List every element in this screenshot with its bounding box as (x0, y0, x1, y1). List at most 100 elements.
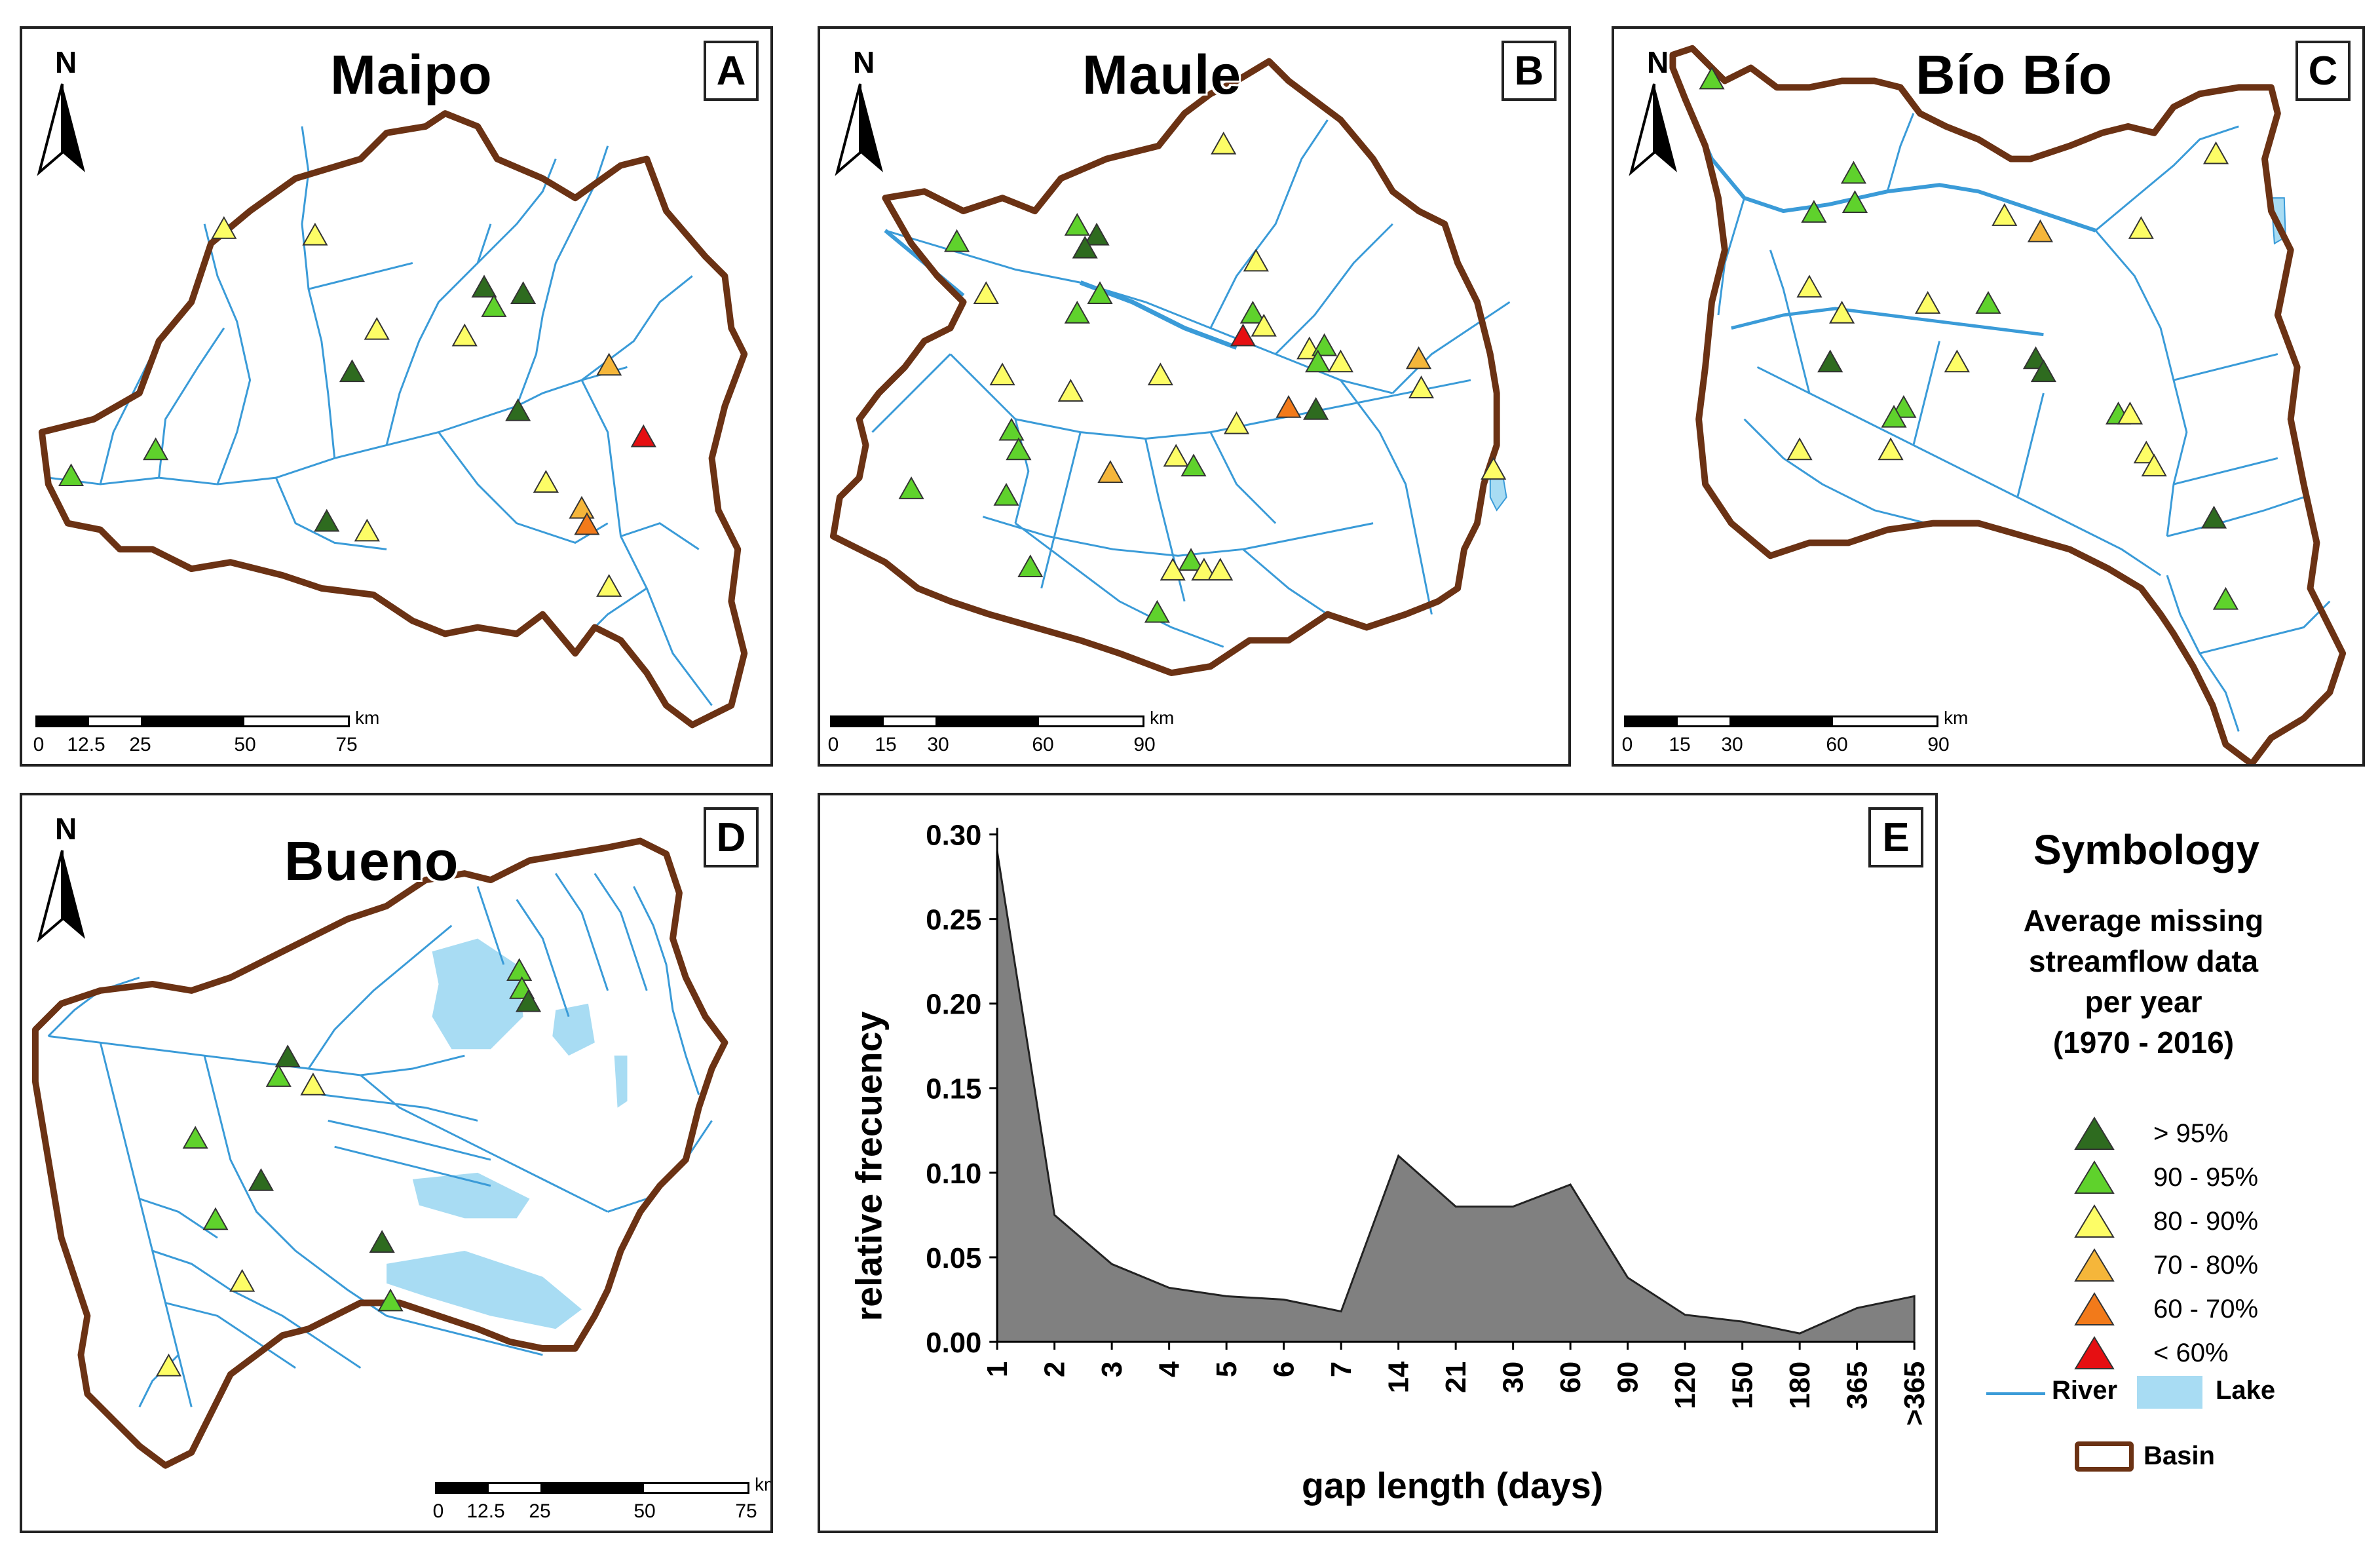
scale-bar: 0 12.5 25 50 75 km (432, 1474, 770, 1531)
station-marker (1017, 554, 1044, 578)
x-tick-label: 60 (1555, 1362, 1587, 1394)
panel-title-maipo: Maipo (330, 44, 493, 105)
maule-stations (898, 131, 1507, 623)
y-tick-label: 0.05 (926, 1242, 981, 1274)
station-marker (155, 1353, 182, 1377)
scale-label: 75 (335, 734, 358, 755)
station-marker (377, 1288, 404, 1312)
station-marker (1064, 212, 1090, 236)
station-marker (1829, 301, 1855, 324)
station-marker (1223, 411, 1250, 434)
x-tick-label: 90 (1612, 1362, 1644, 1394)
legend-triangle-icon (2074, 1292, 2115, 1325)
station-marker (1405, 346, 1432, 370)
scale-label: 60 (1826, 734, 1848, 755)
north-arrow-icon: N (33, 805, 92, 949)
map-panel-maule: N Maule B 0 15 30 60 90 km (818, 26, 1571, 767)
scale-label: 75 (735, 1500, 757, 1522)
legend-title: Symbology (2033, 826, 2259, 873)
station-marker (2202, 141, 2229, 164)
legend-triangle-icon (2074, 1336, 2115, 1369)
station-marker (1211, 131, 1237, 155)
scale-label: 50 (234, 734, 256, 755)
bio-bio-map (1669, 45, 2347, 764)
legend-class-item: 90 - 95% (2071, 1158, 2258, 1197)
scale-unit: km (1944, 708, 1969, 728)
x-tick-label: 180 (1784, 1362, 1816, 1409)
scale-label: 60 (1032, 734, 1054, 755)
station-marker (314, 508, 340, 532)
station-marker (1303, 396, 1329, 420)
station-marker (211, 216, 237, 239)
legend-class-item: 70 - 80% (2071, 1246, 2258, 1285)
scale-label: 30 (927, 734, 949, 755)
station-marker (1992, 203, 2018, 226)
x-tick-label: >365 (1898, 1362, 1931, 1426)
station-marker (302, 222, 328, 246)
station-marker (1801, 200, 1827, 223)
legend-class-item: > 95% (2071, 1114, 2229, 1153)
bio-bio-stations (1699, 66, 2238, 610)
station-marker (451, 323, 478, 347)
maipo-rivers (48, 126, 713, 706)
scale-label: 50 (633, 1500, 656, 1522)
station-marker (944, 229, 970, 252)
station-marker (1481, 457, 1507, 480)
maipo-stations (58, 216, 656, 597)
station-marker (300, 1072, 326, 1095)
x-tick-label: 30 (1498, 1362, 1530, 1394)
x-tick-label: 365 (1842, 1362, 1874, 1409)
station-marker (1191, 558, 1217, 581)
station-marker (569, 495, 595, 519)
station-marker (274, 1044, 301, 1068)
panel-title-maule: Maule (1082, 44, 1242, 105)
legend-river-label: River (2052, 1376, 2118, 1405)
north-arrow-icon: N (831, 38, 890, 182)
y-tick-label: 0.00 (926, 1327, 981, 1359)
station-marker (989, 362, 1015, 386)
scale-label: 12.5 (466, 1500, 505, 1522)
legend-triangle-icon (2074, 1116, 2115, 1150)
bueno-stations (155, 958, 542, 1377)
station-marker (1842, 190, 1868, 213)
scale-unit: km (755, 1474, 770, 1495)
maule-map (829, 58, 1511, 676)
scale-label: 0 (432, 1500, 444, 1522)
panel-letter-a: A (704, 41, 759, 101)
legend-class-label: 60 - 70% (2153, 1294, 2259, 1324)
station-marker (1097, 460, 1124, 484)
scale-unit: km (1150, 708, 1175, 728)
station-marker (1840, 161, 1867, 184)
legend-subtitle-line: (1970 - 2016) (2052, 1025, 2235, 1059)
gap-length-chart: 0.00 0.05 0.10 0.15 0.20 0.25 0.30 1 2 3 4 5 6 7 14 21… (848, 819, 1931, 1506)
legend-class-label: 90 - 95% (2153, 1162, 2259, 1192)
x-tick-label: 14 (1383, 1361, 1415, 1393)
scale-label: 25 (529, 1500, 551, 1522)
chart-x-label: gap length (days) (1302, 1465, 1603, 1506)
station-marker (2141, 453, 2167, 477)
legend-basin-label: Basin (2144, 1441, 2215, 1470)
legend-class-label: < 60% (2153, 1338, 2229, 1367)
legend-class-label: 80 - 90% (2153, 1206, 2259, 1236)
station-marker (1207, 558, 1234, 581)
legend-lake-symbol (2137, 1376, 2202, 1409)
station-marker (143, 437, 169, 461)
station-marker (1163, 444, 1189, 467)
station-marker (533, 470, 559, 493)
station-marker (481, 294, 507, 317)
legend-triangle-icon (2074, 1160, 2115, 1194)
station-marker (1817, 349, 1843, 373)
y-tick-label: 0.30 (926, 819, 981, 851)
scale-label: 90 (1133, 734, 1156, 755)
station-marker (574, 512, 600, 535)
legend-subtitle-line: Average missing (2023, 904, 2264, 938)
legend-lake-label: Lake (2216, 1376, 2276, 1405)
panel-title-bio-bio: Bío Bío (1916, 44, 2113, 105)
panel-title-bueno: Bueno (284, 830, 459, 892)
x-tick-label: 2 (1039, 1362, 1071, 1377)
x-tick-label: 150 (1727, 1362, 1759, 1409)
scale-bar: 0 12.5 25 50 75 km (33, 708, 389, 764)
station-marker (1275, 394, 1302, 418)
scale-label: 0 (33, 734, 45, 755)
legend-triangle-icon (2074, 1248, 2115, 1282)
